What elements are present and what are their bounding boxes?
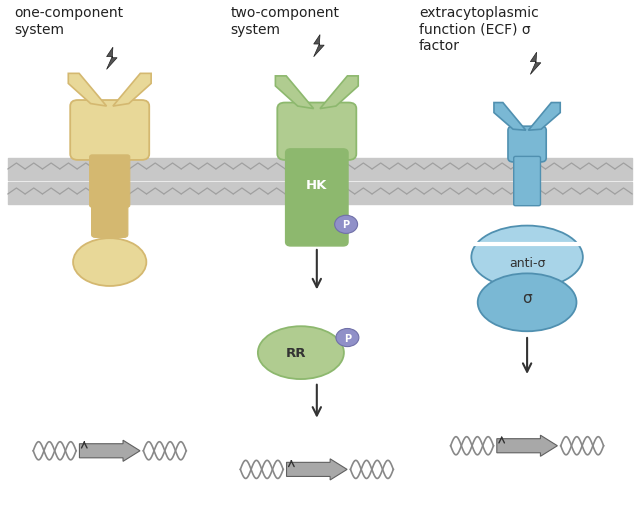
Ellipse shape [477,274,577,332]
Polygon shape [320,77,358,110]
FancyBboxPatch shape [508,127,546,163]
Text: anti-σ: anti-σ [509,256,545,269]
Text: extracytoplasmic
function (ECF) σ
factor: extracytoplasmic function (ECF) σ factor [419,7,538,53]
Text: one-component
system: one-component system [14,7,124,36]
Text: P: P [342,220,349,230]
FancyArrow shape [497,435,557,457]
Polygon shape [314,35,324,58]
FancyBboxPatch shape [277,104,356,161]
FancyBboxPatch shape [70,101,149,161]
Circle shape [336,329,359,347]
Polygon shape [494,104,526,131]
Polygon shape [107,48,117,70]
Polygon shape [529,104,560,131]
Polygon shape [275,77,314,110]
FancyBboxPatch shape [514,157,540,207]
Ellipse shape [73,239,147,286]
Polygon shape [113,74,151,107]
FancyArrow shape [79,440,140,462]
Ellipse shape [471,226,583,289]
Text: σ: σ [522,290,532,305]
Polygon shape [531,53,541,75]
FancyArrow shape [287,459,347,480]
Circle shape [335,216,358,234]
Polygon shape [68,74,106,107]
Text: HK: HK [306,179,328,192]
FancyBboxPatch shape [285,149,348,246]
FancyBboxPatch shape [90,156,130,208]
Text: P: P [344,333,351,343]
Ellipse shape [258,327,344,379]
FancyBboxPatch shape [92,205,128,238]
Text: two-component
system: two-component system [231,7,340,36]
Text: RR: RR [285,346,306,360]
